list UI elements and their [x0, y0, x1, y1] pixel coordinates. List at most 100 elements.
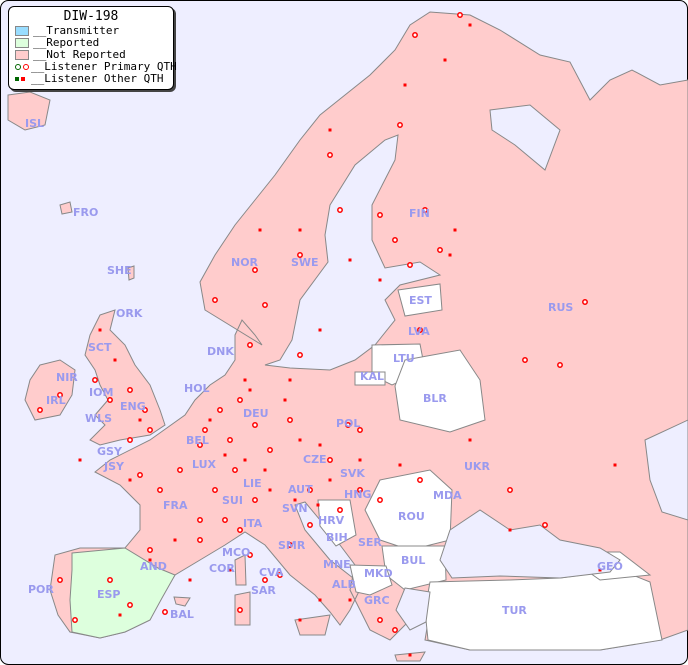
- listener-primary-qth-marker: [237, 397, 243, 403]
- listener-markers: [37, 12, 617, 657]
- listener-primary-qth-marker: [422, 207, 428, 213]
- country-label-por: POR: [28, 583, 54, 596]
- region-tur: [424, 569, 663, 651]
- legend-not-reported: __Not Reported: [9, 49, 173, 61]
- listener-other-qth-marker: [263, 468, 267, 472]
- listener-primary-qth-marker: [197, 517, 203, 523]
- listener-other-qth-marker: [318, 443, 322, 447]
- country-label-sct: SCT: [88, 341, 112, 354]
- listener-other-qth-marker: [358, 458, 362, 462]
- country-label-est: EST: [409, 294, 432, 307]
- listener-other-qth-marker: [128, 478, 132, 482]
- not-reported-swatch: [15, 50, 29, 60]
- listener-other-qth-marker: [318, 598, 322, 602]
- listener-other-qth-marker: [318, 328, 322, 332]
- country-label-alb: ALB: [332, 578, 356, 591]
- listener-primary-qth-marker: [377, 497, 383, 503]
- listener-other-qth-marker: [268, 488, 272, 492]
- transmitter-swatch: [15, 26, 29, 36]
- country-label-fin: FIN: [409, 207, 430, 220]
- country-label-wls: WLS: [85, 412, 112, 425]
- country-label-lux: LUX: [192, 458, 217, 471]
- country-labels: ISL FRO SHE ORK NOR SWE FIN EST RUS LVA LTU KAL BLR D…: [25, 117, 623, 621]
- listener-primary-qth-marker: [542, 522, 548, 528]
- country-label-nor: NOR: [231, 256, 259, 269]
- legend-label: __Listener Primary QTH: [31, 60, 177, 73]
- country-label-hng: HNG: [344, 488, 371, 501]
- listener-primary-qth-marker: [252, 267, 258, 273]
- listener-primary-qth-marker: [437, 247, 443, 253]
- listener-other-qth-marker: [443, 58, 447, 62]
- caspian-sea: [644, 419, 688, 521]
- country-label-svn: SVN: [282, 502, 308, 515]
- listener-primary-qth-marker: [337, 507, 343, 513]
- country-label-mco: MCO: [222, 546, 250, 559]
- listener-primary-qth-marker: [232, 467, 238, 473]
- country-label-mkd: MKD: [364, 567, 393, 580]
- listener-other-qth-marker: [243, 378, 247, 382]
- listener-other-qth-marker: [598, 568, 602, 572]
- country-label-tur: TUR: [502, 604, 527, 617]
- country-label-ita: ITA: [243, 517, 263, 530]
- listener-other-qth-marker: [258, 228, 262, 232]
- listener-primary-qth-marker: [162, 609, 168, 615]
- listener-other-qth-marker: [348, 598, 352, 602]
- region-est: [397, 283, 443, 317]
- listener-primary-qth-marker: [142, 407, 148, 413]
- listener-other-qth-marker: [138, 418, 142, 422]
- country-label-smr: SMR: [278, 539, 306, 552]
- listener-primary-qth-marker: [222, 517, 228, 523]
- listener-primary-qth-marker: [212, 487, 218, 493]
- country-label-sar: SAR: [251, 584, 276, 597]
- country-label-and: AND: [140, 560, 167, 573]
- listener-primary-qth-marker: [212, 297, 218, 303]
- country-label-mne: MNE: [323, 558, 351, 571]
- listener-other-qth-marker: [398, 463, 402, 467]
- listener-primary-qth-marker: [157, 487, 163, 493]
- listener-primary-qth-marker: [392, 237, 398, 243]
- legend-label: __Listener Other QTH: [31, 72, 164, 85]
- listener-primary-qth-marker: [307, 487, 313, 493]
- listener-primary-qth-marker: [227, 437, 233, 443]
- country-label-cor: COR: [209, 562, 235, 575]
- listener-other-qth-marker: [378, 278, 382, 282]
- country-label-bul: BUL: [401, 554, 425, 567]
- listener-primary-qth-marker: [262, 302, 268, 308]
- listener-primary-qth-marker: [127, 602, 133, 608]
- country-label-bih: BIH: [326, 531, 348, 544]
- country-label-deu: DEU: [243, 407, 269, 420]
- legend-label: __Not Reported: [33, 48, 126, 61]
- listener-other-qth-marker: [508, 528, 512, 532]
- country-label-ork: ORK: [116, 307, 143, 320]
- country-label-mda: MDA: [433, 489, 462, 502]
- listener-primary-qth-marker: [147, 427, 153, 433]
- country-label-nir: NIR: [56, 371, 78, 384]
- listener-other-qth-marker: [613, 463, 617, 467]
- listener-other-qth-marker: [468, 23, 472, 27]
- listener-other-qth-marker: [78, 458, 82, 462]
- legend-primary-qth: __Listener Primary QTH: [9, 61, 177, 73]
- listener-other-qth-marker: [298, 228, 302, 232]
- country-label-lva: LVA: [408, 325, 430, 338]
- listener-other-qth-marker: [173, 538, 177, 542]
- listener-other-qth-marker: [298, 618, 302, 622]
- listener-other-qth-marker: [298, 438, 302, 442]
- listener-primary-qth-marker: [357, 427, 363, 433]
- region-mkd-alb: [349, 564, 393, 596]
- country-label-bel: BEL: [186, 434, 209, 447]
- listener-other-qth-marker: [188, 578, 192, 582]
- legend-label: __Transmitter: [33, 24, 120, 37]
- country-label-dnk: DNK: [207, 345, 234, 358]
- listener-primary-qth-marker: [522, 357, 528, 363]
- country-label-kal: KAL: [360, 370, 384, 383]
- listener-primary-qth-marker: [197, 537, 203, 543]
- country-label-iom: IOM: [89, 386, 113, 399]
- country-label-pol: POL: [336, 417, 360, 430]
- listener-primary-qth-marker: [327, 457, 333, 463]
- listener-primary-qth-marker: [262, 577, 268, 583]
- listener-primary-qth-marker: [247, 552, 253, 558]
- listener-primary-qth-marker: [377, 212, 383, 218]
- listener-primary-qth-marker: [507, 487, 513, 493]
- listener-primary-qth-marker: [307, 522, 313, 528]
